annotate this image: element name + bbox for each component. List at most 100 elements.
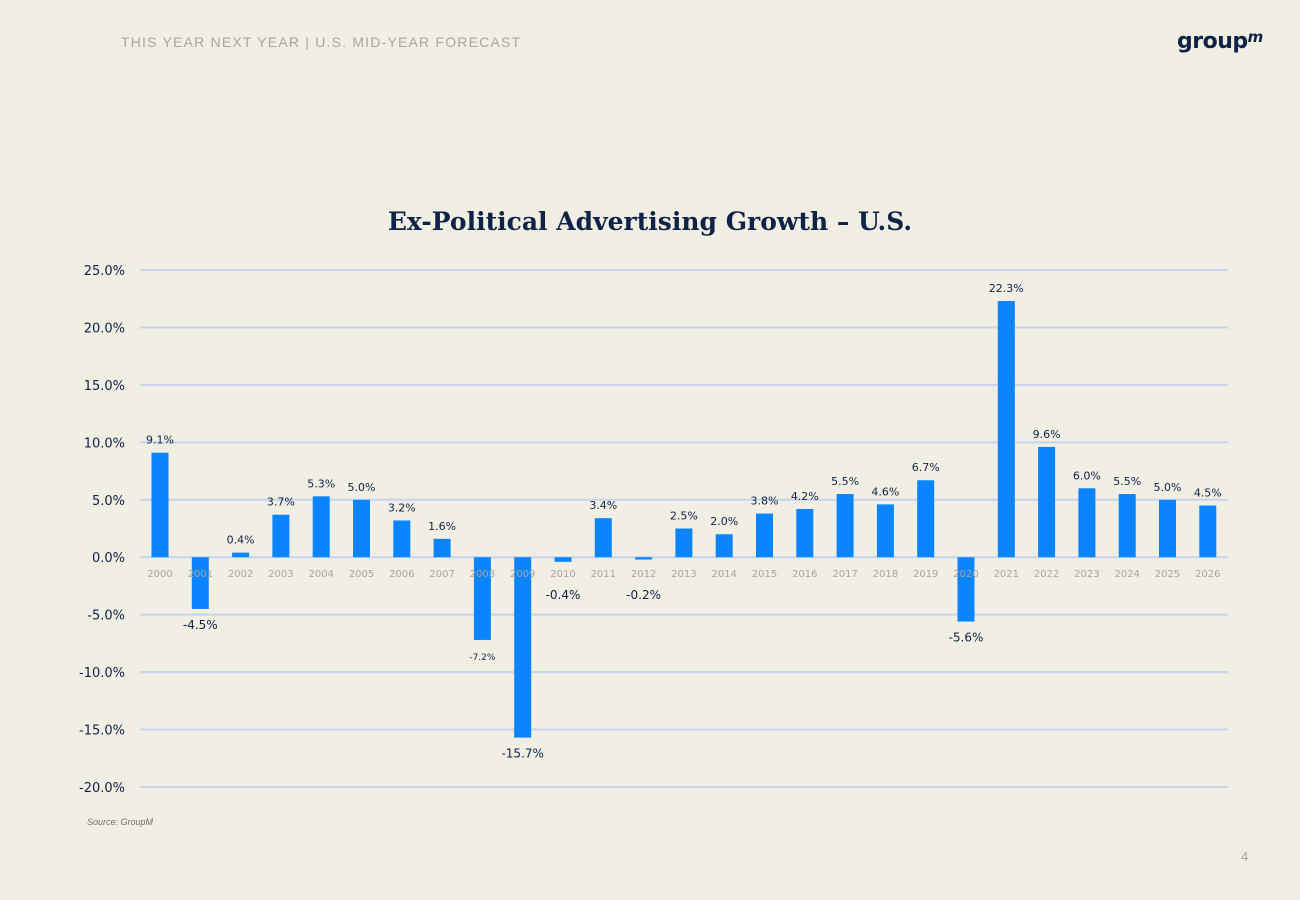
- x-tick-label: 2001: [188, 569, 213, 580]
- x-tick-label: 2006: [389, 569, 414, 580]
- data-label: 3.2%: [388, 501, 416, 514]
- data-label: 22.3%: [989, 282, 1024, 295]
- data-label: 4.6%: [871, 485, 899, 498]
- page-number: 4: [1241, 849, 1249, 864]
- x-tick-label: 2005: [349, 569, 374, 580]
- bar: [312, 496, 330, 558]
- bar: [1159, 499, 1176, 558]
- y-tick-label: 10.0%: [84, 436, 125, 451]
- groupm-logo: groupm: [1177, 28, 1263, 54]
- x-tick-label: 2010: [550, 569, 575, 580]
- x-tick-label: 2000: [147, 569, 172, 580]
- data-label: -4.5%: [183, 618, 218, 632]
- logo-text: group: [1177, 29, 1248, 54]
- data-label: 5.0%: [1154, 481, 1182, 494]
- y-tick-label: 20.0%: [84, 321, 125, 336]
- y-tick-label: 25.0%: [84, 264, 125, 279]
- y-tick-label: -20.0%: [79, 781, 125, 796]
- bar: [997, 301, 1015, 558]
- x-tick-label: 2018: [873, 569, 898, 580]
- source-note: Source: GroupM: [87, 817, 154, 827]
- y-tick-label: 15.0%: [84, 379, 125, 394]
- x-tick-label: 2020: [953, 569, 978, 580]
- data-label: -0.2%: [626, 588, 661, 602]
- data-label: 2.5%: [670, 510, 698, 523]
- data-label: -0.4%: [546, 588, 581, 602]
- x-tick-label: 2019: [913, 569, 938, 580]
- bar: [554, 557, 572, 562]
- x-tick-label: 2022: [1034, 569, 1059, 580]
- bar: [393, 520, 411, 558]
- x-tick-label: 2004: [308, 569, 333, 580]
- bar: [836, 494, 854, 558]
- y-tick-label: 5.0%: [92, 494, 125, 509]
- bar: [1199, 505, 1217, 558]
- y-tick-label: -15.0%: [79, 724, 125, 739]
- data-label: 4.2%: [791, 490, 819, 503]
- bar: [1118, 494, 1136, 558]
- bar: [353, 499, 370, 558]
- bar: [917, 480, 935, 558]
- x-tick-label: 2003: [268, 569, 293, 580]
- data-label: 9.6%: [1033, 428, 1061, 441]
- data-label: 0.4%: [227, 534, 255, 547]
- logo-suffix: m: [1247, 28, 1264, 46]
- bar: [272, 514, 290, 558]
- data-label: 5.5%: [1113, 475, 1141, 488]
- x-tick-label: 2007: [429, 569, 454, 580]
- x-tick-label: 2008: [470, 569, 495, 580]
- data-label: 3.4%: [589, 499, 617, 512]
- x-tick-label: 2024: [1114, 569, 1139, 580]
- y-tick-label: 0.0%: [92, 551, 125, 566]
- bar: [957, 557, 975, 622]
- data-label: 5.0%: [348, 481, 376, 494]
- bar: [473, 557, 491, 640]
- data-label: -5.6%: [949, 631, 984, 645]
- data-label: 9.1%: [146, 434, 174, 447]
- bar: [876, 504, 894, 558]
- bar: [675, 528, 693, 558]
- bar: [796, 508, 814, 558]
- header-title: THIS YEAR NEXT YEAR | U.S. MID-YEAR FORE…: [121, 34, 522, 50]
- bar: [715, 534, 733, 558]
- bar: [635, 557, 653, 560]
- data-label: 1.6%: [428, 520, 456, 533]
- x-tick-label: 2025: [1155, 569, 1180, 580]
- x-tick-label: 2009: [510, 569, 535, 580]
- x-tick-label: 2002: [228, 569, 253, 580]
- bar: [1078, 488, 1096, 558]
- y-tick-label: -5.0%: [87, 609, 125, 624]
- data-label: 3.8%: [751, 495, 779, 508]
- y-tick-label: -10.0%: [79, 666, 125, 681]
- bar: [191, 557, 209, 609]
- x-tick-label: 2026: [1195, 569, 1220, 580]
- x-tick-label: 2023: [1074, 569, 1099, 580]
- data-label: 6.7%: [912, 461, 940, 474]
- data-label: 6.0%: [1073, 469, 1101, 482]
- x-tick-label: 2012: [631, 569, 656, 580]
- x-tick-label: 2014: [711, 569, 736, 580]
- x-tick-label: 2015: [752, 569, 777, 580]
- bar: [756, 513, 773, 558]
- x-tick-label: 2017: [832, 569, 857, 580]
- x-tick-label: 2013: [671, 569, 696, 580]
- data-label: 5.3%: [307, 477, 335, 490]
- bar: [594, 518, 612, 558]
- x-tick-label: 2016: [792, 569, 817, 580]
- bar: [232, 552, 250, 558]
- x-tick-label: 2021: [994, 569, 1019, 580]
- bar: [433, 538, 451, 558]
- bar: [514, 557, 532, 738]
- chart-title: Ex-Political Advertising Growth – U.S.: [387, 207, 913, 236]
- data-label: -7.2%: [469, 653, 496, 663]
- data-label: 4.5%: [1194, 487, 1222, 500]
- bar: [151, 452, 169, 558]
- data-label: 2.0%: [710, 515, 738, 528]
- x-tick-label: 2011: [591, 569, 616, 580]
- data-label: 5.5%: [831, 475, 859, 488]
- data-label: -15.7%: [501, 747, 543, 761]
- bar: [1038, 446, 1056, 558]
- data-label: 3.7%: [267, 496, 295, 509]
